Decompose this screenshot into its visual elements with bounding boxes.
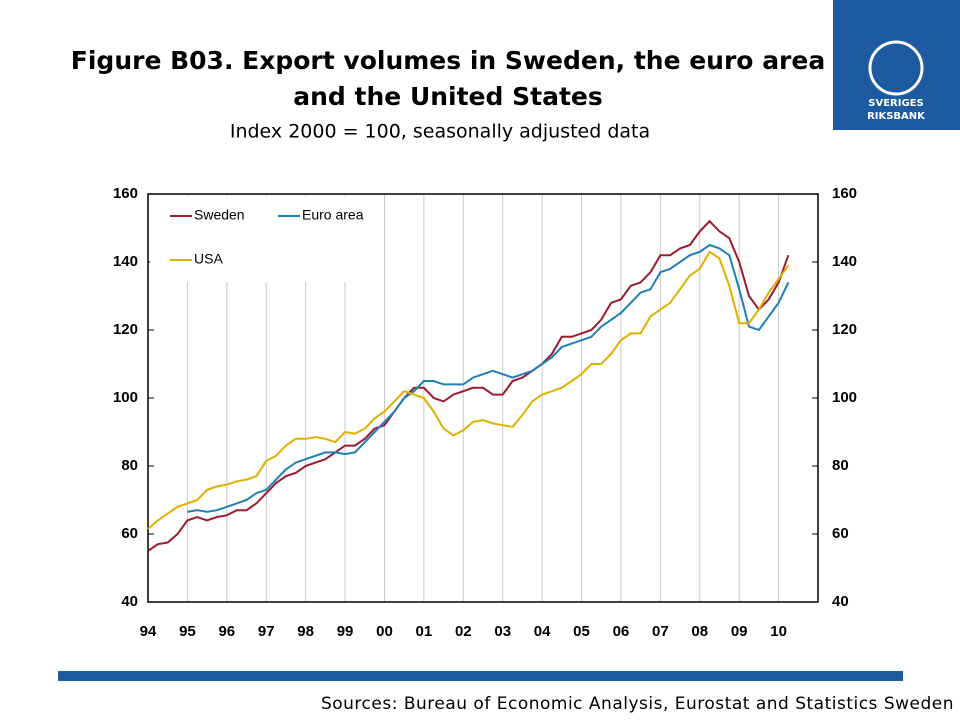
x-tick-label: 99 — [337, 623, 354, 640]
chart-title: Figure B03. Export volumes in Sweden, th… — [71, 46, 825, 75]
legend-label: Sweden — [194, 207, 245, 223]
logo-emblem — [868, 40, 924, 96]
y2-tick-label: 100 — [832, 389, 857, 406]
logo-text: RIKSBANK — [867, 111, 926, 122]
x-tick-label: 08 — [691, 623, 708, 640]
footer-bar — [58, 671, 903, 681]
x-tick-label: 09 — [731, 623, 748, 640]
y2-tick-label: 60 — [832, 525, 849, 542]
x-tick-label: 97 — [258, 623, 275, 640]
y-tick-label: 100 — [113, 389, 138, 406]
x-tick-label: 10 — [770, 623, 787, 640]
y-tick-label: 140 — [113, 253, 138, 270]
series-line — [187, 243, 790, 513]
x-tick-label: 06 — [613, 623, 630, 640]
y2-tick-label: 120 — [832, 321, 857, 338]
series-line — [147, 250, 790, 530]
x-tick-label: 98 — [297, 623, 314, 640]
legend-label: USA — [194, 251, 223, 267]
y-tick-label: 80 — [121, 457, 138, 474]
x-tick-label: 07 — [652, 623, 669, 640]
x-tick-label: 03 — [494, 623, 511, 640]
series-line — [147, 219, 790, 552]
x-tick-label: 94 — [140, 623, 157, 640]
x-tick-label: 02 — [455, 623, 472, 640]
y2-tick-label: 140 — [832, 253, 857, 270]
y-tick-label: 160 — [113, 185, 138, 202]
chart-title: and the United States — [293, 82, 602, 111]
logo-box — [833, 0, 960, 130]
y2-tick-label: 80 — [832, 457, 849, 474]
x-tick-label: 96 — [218, 623, 235, 640]
x-tick-label: 04 — [534, 623, 551, 640]
legend-label: Euro area — [302, 207, 364, 223]
y-tick-label: 60 — [121, 525, 138, 542]
y2-tick-label: 160 — [832, 185, 857, 202]
source-note: Sources: Bureau of Economic Analysis, Eu… — [321, 694, 954, 714]
legend-box — [150, 196, 384, 282]
x-tick-label: 95 — [179, 623, 196, 640]
x-tick-label: 00 — [376, 623, 393, 640]
logo-text: SVERIGES — [868, 98, 923, 109]
x-tick-label: 01 — [416, 623, 433, 640]
x-tick-label: 05 — [573, 623, 590, 640]
y-tick-label: 40 — [121, 593, 138, 610]
chart-subtitle: Index 2000 = 100, seasonally adjusted da… — [230, 121, 650, 143]
y-tick-label: 120 — [113, 321, 138, 338]
y2-tick-label: 40 — [832, 593, 849, 610]
